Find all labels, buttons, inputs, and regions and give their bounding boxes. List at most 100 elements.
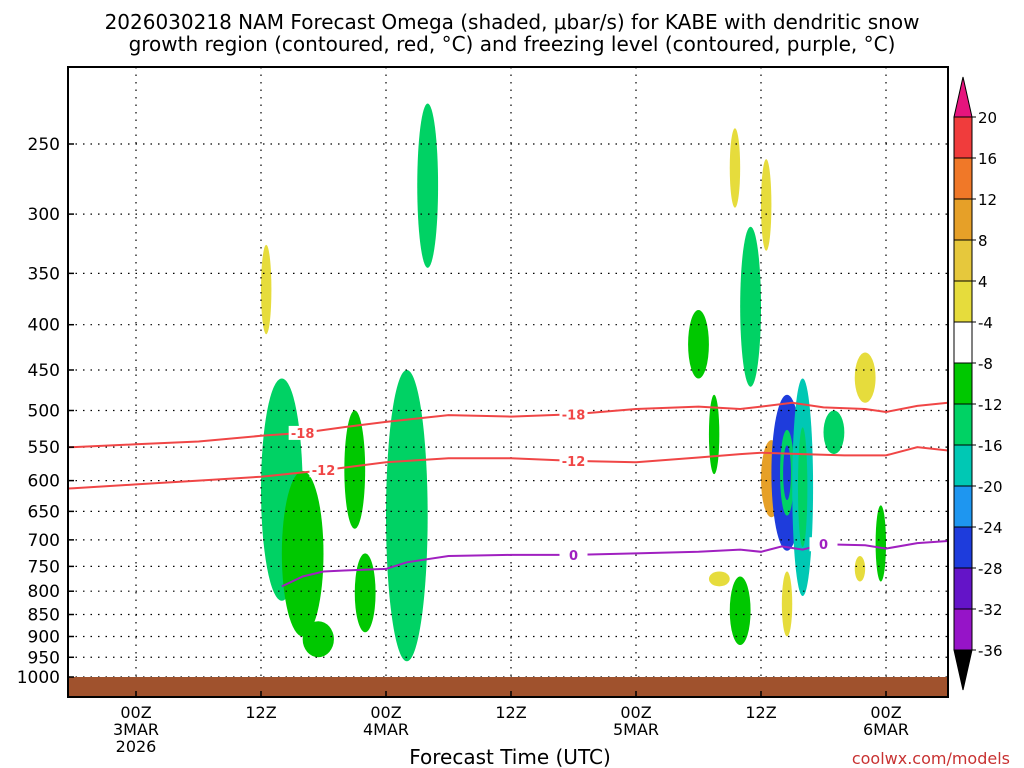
colorbar-label: -32 xyxy=(978,601,1003,619)
x-tick-label: 12Z xyxy=(245,703,276,722)
contour-label-bg xyxy=(559,407,588,422)
plot-frame xyxy=(67,66,949,698)
x-tick-label: 5MAR xyxy=(613,720,659,739)
colorbar-label: -4 xyxy=(978,314,993,332)
colorbar-label: 8 xyxy=(978,232,988,250)
y-tick-label: 450 xyxy=(28,361,60,381)
x-axis-label: Forecast Time (UTC) xyxy=(409,745,611,768)
y-tick-label: 500 xyxy=(28,402,60,422)
contour-label: -12 xyxy=(562,455,586,470)
chart-title-line1: 2026030218 NAM Forecast Omega (shaded, μ… xyxy=(105,10,920,34)
y-tick-label: 750 xyxy=(28,557,60,577)
colorbar-label: -24 xyxy=(978,519,1003,537)
omega-region xyxy=(781,571,793,637)
x-tick-label: 6MAR xyxy=(863,720,909,739)
y-tick-label: 600 xyxy=(28,472,60,492)
omega-region xyxy=(854,556,866,582)
y-tick-label: 400 xyxy=(28,316,60,336)
colorbar-label: -36 xyxy=(978,642,1003,660)
colorbar-label: -20 xyxy=(978,478,1003,496)
omega-region xyxy=(854,352,876,403)
omega-region xyxy=(417,103,439,268)
x-tick-label: 12Z xyxy=(745,703,776,722)
y-tick-label: 850 xyxy=(28,606,60,626)
omega-region xyxy=(875,505,887,582)
colorbar-label: 16 xyxy=(978,150,997,168)
colorbar-swatch xyxy=(953,280,973,323)
colorbar-swatch xyxy=(953,198,973,241)
omega-region xyxy=(302,621,334,658)
contour-label: 0 xyxy=(569,549,578,564)
watermark: coolwx.com/models xyxy=(852,749,1010,768)
omega-region xyxy=(708,394,720,475)
contour-label: -18 xyxy=(291,427,315,442)
x-tick-label: 2026 xyxy=(116,737,157,756)
omega-region xyxy=(386,369,428,662)
colorbar-swatch xyxy=(953,157,973,200)
contour-label: 0 xyxy=(819,538,828,553)
colorbar-label: 12 xyxy=(978,191,997,209)
colorbar-label: -12 xyxy=(978,396,1003,414)
temperature-contours: -18 -18 -12 -12 0 0 xyxy=(68,401,948,588)
colorbar-swatch xyxy=(953,362,973,405)
y-tick-label: 300 xyxy=(28,205,60,225)
colorbar-swatch xyxy=(953,403,973,446)
y-tick-label: 350 xyxy=(28,264,60,284)
ground-terrain xyxy=(68,677,948,697)
colorbar-label: -8 xyxy=(978,355,993,373)
contour-label-bg xyxy=(309,463,338,478)
y-tick-label: 800 xyxy=(28,582,60,602)
omega-region xyxy=(708,571,730,587)
chart-title-line2: growth region (contoured, red, °C) and f… xyxy=(129,32,896,56)
omega-region xyxy=(281,470,324,637)
colorbar-label: -16 xyxy=(978,437,1003,455)
omega-region xyxy=(344,410,366,529)
x-tick-label: 00Z xyxy=(120,703,151,722)
contour-label-bg xyxy=(559,547,588,562)
y-tick-label: 950 xyxy=(28,648,60,668)
x-tick-label: 00Z xyxy=(370,703,401,722)
omega-region xyxy=(729,576,751,645)
omega-core xyxy=(783,445,791,501)
colorbar-label: 20 xyxy=(978,109,997,127)
colorbar-swatch xyxy=(953,444,973,487)
y-tick-label: 550 xyxy=(28,438,60,458)
colorbar: 20 16 12 8 4 -4 -8 -12 -16 -20 -24 -28 -32 -36 xyxy=(953,76,1003,691)
contour-label: -12 xyxy=(312,464,336,479)
omega-region xyxy=(261,244,272,335)
colorbar-swatch xyxy=(953,567,973,610)
gridlines xyxy=(68,67,948,697)
omega-region xyxy=(354,553,376,633)
omega-shading xyxy=(261,103,887,662)
colorbar-swatch xyxy=(953,485,973,528)
contour-label-bg xyxy=(809,537,838,552)
y-tick-label: 700 xyxy=(28,531,60,551)
contour-label-bg xyxy=(559,453,588,468)
contour-label-bg xyxy=(288,425,317,440)
colorbar-swatch xyxy=(953,321,973,364)
colorbar-swatch xyxy=(953,526,973,569)
colorbar-swatch xyxy=(953,608,973,651)
omega-region xyxy=(729,128,741,208)
y-tick-label: 1000 xyxy=(17,668,60,688)
x-tick-label: 00Z xyxy=(620,703,651,722)
y-tick-label: 900 xyxy=(28,627,60,647)
colorbar-swatch xyxy=(953,116,973,159)
x-tick-label: 12Z xyxy=(495,703,526,722)
colorbar-bottom-arrow xyxy=(953,649,973,691)
omega-region xyxy=(688,310,709,379)
x-tick-label: 4MAR xyxy=(363,720,409,739)
colorbar-top-arrow xyxy=(953,76,973,118)
y-axis: 2503003504004505005506006507007508008509… xyxy=(17,135,74,688)
omega-region xyxy=(823,410,845,455)
colorbar-label: -28 xyxy=(978,560,1003,578)
colorbar-label: 4 xyxy=(978,273,988,291)
y-tick-label: 650 xyxy=(28,502,60,522)
contour-label: -18 xyxy=(562,408,586,423)
y-tick-label: 250 xyxy=(28,135,60,155)
x-tick-label: 3MAR xyxy=(113,720,159,739)
contour-line xyxy=(281,540,948,588)
x-tick-label: 00Z xyxy=(870,703,901,722)
